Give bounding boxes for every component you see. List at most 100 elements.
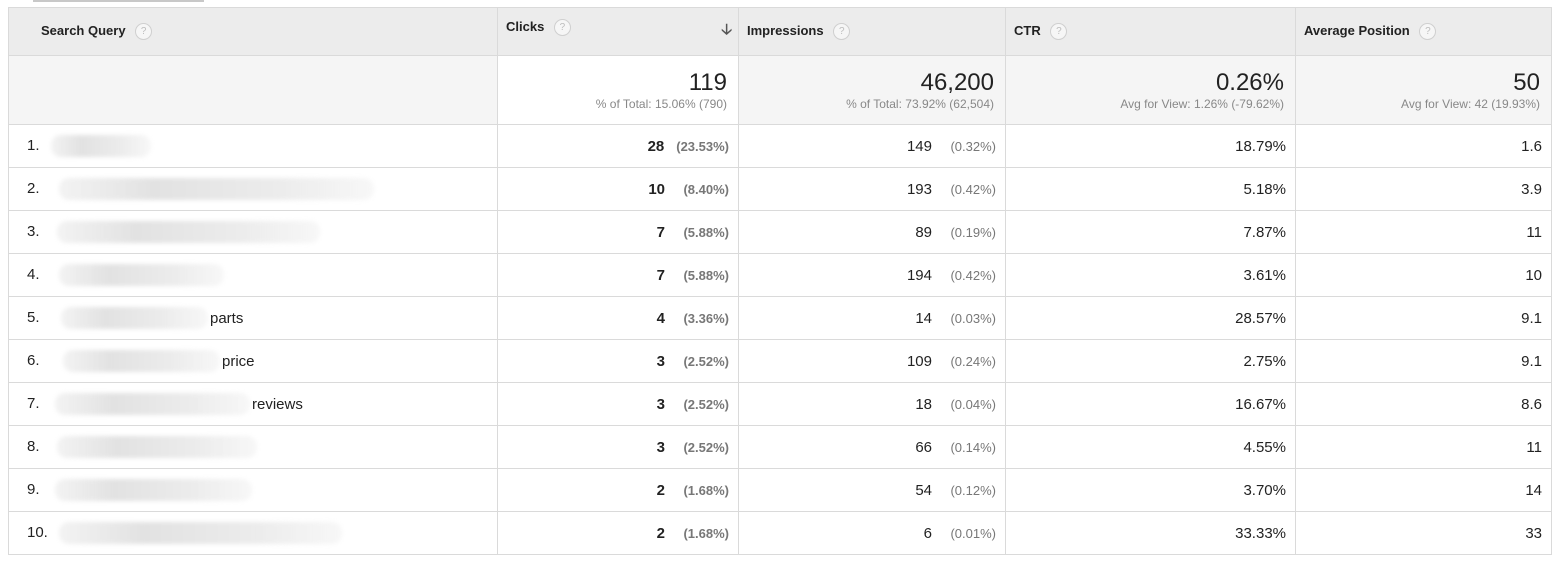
impressions-percent: (0.32%): [950, 138, 996, 154]
table-row[interactable]: 3. 7 (5.88%) 89 (0.19%) 7.87% 11: [8, 210, 1552, 254]
impressions-cell: 54 (0.12%): [738, 468, 1006, 512]
impressions-cell: 18 (0.04%): [738, 382, 1006, 426]
position-value: 33: [1525, 524, 1542, 542]
ctr-cell: 33.33%: [1005, 511, 1296, 555]
row-rank: 6.: [27, 351, 40, 369]
impressions-value: 66: [915, 438, 932, 456]
ctr-value: 33.33%: [1235, 524, 1286, 542]
position-value: 1.6: [1521, 137, 1542, 155]
help-icon[interactable]: ?: [1419, 23, 1437, 41]
query-cell[interactable]: 5. parts: [8, 296, 498, 340]
column-header-average-position[interactable]: Average Position ?: [1295, 7, 1552, 56]
sort-descending-arrow-icon[interactable]: 🡣: [721, 21, 732, 38]
column-header-label: CTR: [1014, 22, 1041, 38]
row-rank: 8.: [27, 437, 40, 455]
ctr-cell: 7.87%: [1005, 210, 1296, 254]
impressions-percent: (0.03%): [950, 310, 996, 326]
clicks-percent: (2.52%): [683, 439, 729, 455]
query-cell[interactable]: 9.: [8, 468, 498, 512]
query-cell[interactable]: 3.: [8, 210, 498, 254]
row-rank: 1.: [27, 136, 40, 154]
position-cell: 14: [1295, 468, 1552, 512]
impressions-percent: (0.42%): [950, 181, 996, 197]
totals-clicks-subtext: % of Total: 15.06% (790): [595, 97, 727, 111]
column-header-impressions[interactable]: Impressions ?: [738, 7, 1006, 56]
position-cell: 9.1: [1295, 296, 1552, 340]
help-icon[interactable]: ?: [1050, 23, 1068, 41]
impressions-value: 193: [906, 180, 932, 198]
impressions-cell: 193 (0.42%): [738, 167, 1006, 211]
clicks-cell: 4 (3.36%): [497, 296, 739, 340]
clicks-percent: (2.52%): [683, 396, 729, 412]
table-row[interactable]: 6. price 3 (2.52%) 109 (0.24%) 2.75% 9.1: [8, 339, 1552, 383]
impressions-percent: (0.19%): [950, 224, 996, 240]
query-cell[interactable]: 2.: [8, 167, 498, 211]
position-cell: 9.1: [1295, 339, 1552, 383]
query-cell[interactable]: 6. price: [8, 339, 498, 383]
ctr-value: 3.61%: [1243, 266, 1286, 284]
totals-impressions-value: 46,200: [920, 69, 994, 96]
position-cell: 8.6: [1295, 382, 1552, 426]
totals-ctr-value: 0.26%: [1215, 69, 1284, 96]
position-value: 9.1: [1521, 309, 1542, 327]
clicks-value: 2: [656, 481, 665, 499]
clicks-cell: 2 (1.68%): [497, 511, 739, 555]
totals-position-cell: 50 Avg for View: 42 (19.93%): [1295, 55, 1552, 125]
ctr-cell: 2.75%: [1005, 339, 1296, 383]
position-value: 9.1: [1521, 352, 1542, 370]
column-header-clicks[interactable]: Clicks ? 🡣: [497, 7, 739, 56]
column-header-ctr[interactable]: CTR ?: [1005, 7, 1296, 56]
impressions-cell: 149 (0.32%): [738, 124, 1006, 168]
table-row[interactable]: 9. 2 (1.68%) 54 (0.12%) 3.70% 14: [8, 468, 1552, 512]
column-header-search-query[interactable]: Search Query ?: [8, 7, 498, 56]
position-value: 14: [1525, 481, 1542, 499]
clicks-cell: 7 (5.88%): [497, 253, 739, 297]
clicks-percent: (23.53%): [676, 138, 729, 154]
impressions-percent: (0.42%): [950, 267, 996, 283]
column-header-label: Average Position: [1304, 22, 1410, 38]
redacted-query-text: [59, 264, 224, 286]
table-row[interactable]: 7. reviews 3 (2.52%) 18 (0.04%) 16.67% 8.6: [8, 382, 1552, 426]
impressions-percent: (0.01%): [950, 525, 996, 541]
redacted-query-text: [57, 221, 320, 243]
column-header-label: Impressions: [747, 22, 824, 38]
query-cell[interactable]: 4.: [8, 253, 498, 297]
position-cell: 10: [1295, 253, 1552, 297]
help-icon[interactable]: ?: [553, 19, 571, 37]
clicks-percent: (8.40%): [683, 181, 729, 197]
totals-impressions-subtext: % of Total: 73.92% (62,504): [846, 97, 994, 111]
clicks-value: 3: [656, 395, 665, 413]
table-row[interactable]: 4. 7 (5.88%) 194 (0.42%) 3.61% 10: [8, 253, 1552, 297]
totals-position-subtext: Avg for View: 42 (19.93%): [1401, 97, 1540, 111]
position-cell: 3.9: [1295, 167, 1552, 211]
table-row[interactable]: 5. parts 4 (3.36%) 14 (0.03%) 28.57% 9.1: [8, 296, 1552, 340]
table-row[interactable]: 1. 28 (23.53%) 149 (0.32%) 18.79% 1.6: [8, 124, 1552, 168]
top-tab-indicator: [33, 0, 204, 2]
row-rank: 10.: [27, 523, 48, 541]
clicks-value: 2: [656, 524, 665, 542]
clicks-cell: 3 (2.52%): [497, 382, 739, 426]
query-cell[interactable]: 8.: [8, 425, 498, 469]
redacted-query-text: [59, 178, 374, 200]
impressions-value: 89: [915, 223, 932, 241]
clicks-value: 28: [647, 137, 665, 155]
impressions-value: 109: [906, 352, 932, 370]
query-cell[interactable]: 10.: [8, 511, 498, 555]
impressions-value: 18: [915, 395, 932, 413]
table-row[interactable]: 2. 10 (8.40%) 193 (0.42%) 5.18% 3.9: [8, 167, 1552, 211]
totals-position-value: 50: [1513, 69, 1540, 96]
table-row[interactable]: 8. 3 (2.52%) 66 (0.14%) 4.55% 11: [8, 425, 1552, 469]
table-row[interactable]: 10. 2 (1.68%) 6 (0.01%) 33.33% 33: [8, 511, 1552, 555]
clicks-cell: 3 (2.52%): [497, 339, 739, 383]
help-icon[interactable]: ?: [135, 23, 153, 41]
position-value: 11: [1526, 438, 1542, 456]
help-icon[interactable]: ?: [833, 23, 851, 41]
ctr-value: 5.18%: [1243, 180, 1286, 198]
query-cell[interactable]: 7. reviews: [8, 382, 498, 426]
clicks-percent: (1.68%): [683, 525, 729, 541]
query-suffix-text: parts: [210, 309, 244, 327]
impressions-percent: (0.12%): [950, 482, 996, 498]
clicks-cell: 10 (8.40%): [497, 167, 739, 211]
query-cell[interactable]: 1.: [8, 124, 498, 168]
row-rank: 4.: [27, 265, 40, 283]
